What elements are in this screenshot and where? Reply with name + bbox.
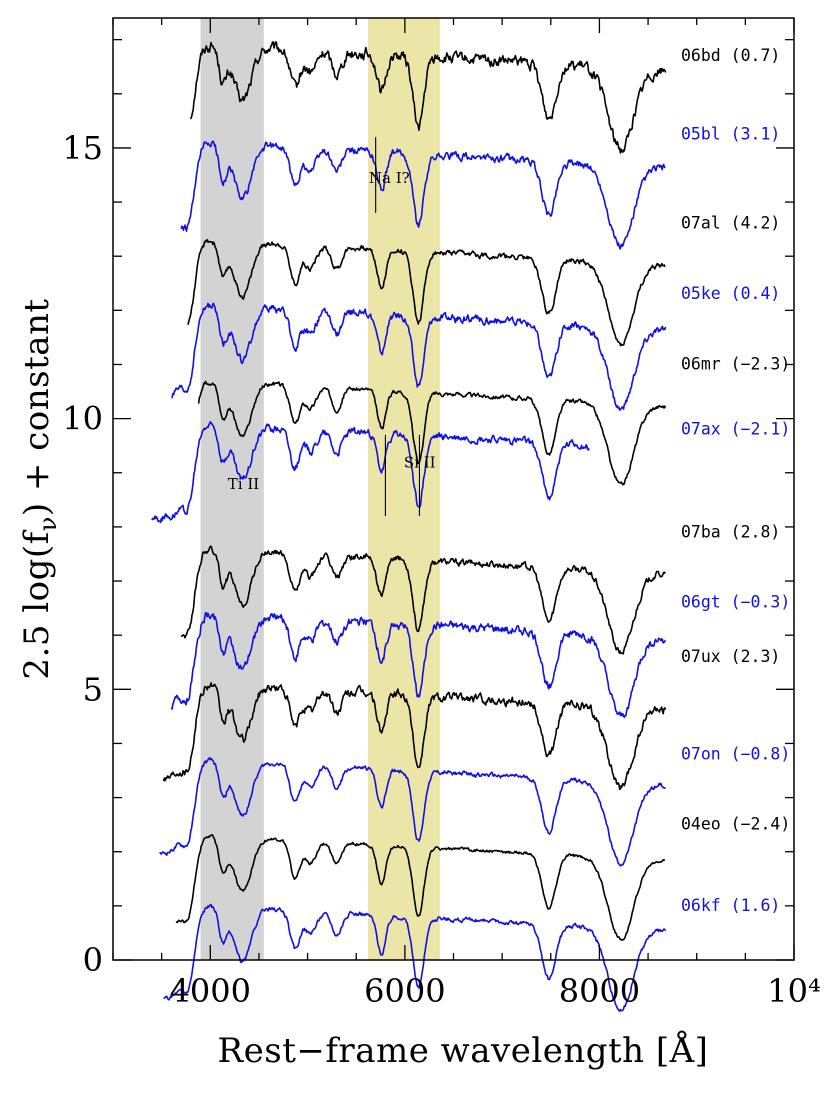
spectrum-line [163, 903, 667, 1012]
line-annotations: Na I? Si II Ti II [228, 137, 436, 517]
y-tick-label: 15 [62, 129, 103, 167]
spectrum-line [190, 41, 667, 154]
spectrum-line [180, 140, 666, 250]
x-tick-label: 10⁴ [767, 972, 821, 1010]
axis-ticks: 4000 6000 8000 10⁴ 0 5 10 15 [62, 18, 821, 1010]
annotation-label: Ti II [228, 475, 259, 493]
spectrum-line [175, 833, 666, 941]
series-label: 06mr (−2.3) [681, 354, 790, 373]
spectrum-line [159, 757, 667, 867]
shaded-band-2 [367, 18, 440, 960]
x-tick-label: 6000 [364, 972, 445, 1010]
spectrum-line [170, 611, 667, 719]
series-label: 07ux (2.3) [681, 647, 780, 666]
y-axis-label-subscript: ν [34, 516, 62, 531]
x-tick-label: 4000 [170, 972, 251, 1010]
series-labels: 06bd (0.7) 05bl (3.1) 07al (4.2) 05ke (0.4)… [681, 46, 790, 915]
y-axis-label: 2.5 log(fν) + constant [17, 298, 62, 679]
y-axis-label-prefix: 2.5 log(f [17, 529, 57, 679]
series-label: 05bl (3.1) [681, 124, 780, 143]
spectrum-series-group [151, 41, 667, 1012]
x-tick-label: 8000 [559, 972, 640, 1010]
spectrum-line [171, 302, 667, 411]
annotation-label: Si II [404, 453, 436, 471]
series-label: 05ke (0.4) [681, 284, 780, 303]
series-label: 04eo (−2.4) [681, 815, 790, 834]
series-label: 06kf (1.6) [681, 896, 780, 915]
series-label: 07ba (2.8) [681, 522, 780, 541]
series-label: 06bd (0.7) [681, 46, 780, 65]
y-tick-label: 0 [83, 941, 103, 979]
series-label: 06gt (−0.3) [681, 593, 790, 612]
x-axis-label: Rest−frame wavelength [Å] [218, 1030, 709, 1071]
annotation-label: Na I? [369, 169, 410, 187]
y-axis-label-suffix: ) + constant [17, 298, 57, 516]
spectrum-line [197, 380, 667, 486]
series-label: 07al (4.2) [681, 214, 780, 233]
spectrum-line [187, 239, 666, 347]
y-tick-label: 10 [62, 400, 103, 438]
series-label: 07ax (−2.1) [681, 419, 790, 438]
shaded-band-1 [200, 18, 264, 960]
spectrum-line [180, 545, 666, 655]
spectrum-line [151, 420, 590, 524]
spectrum-line [162, 682, 667, 791]
y-tick-label: 5 [83, 670, 103, 708]
series-label: 07on (−0.8) [681, 744, 790, 763]
